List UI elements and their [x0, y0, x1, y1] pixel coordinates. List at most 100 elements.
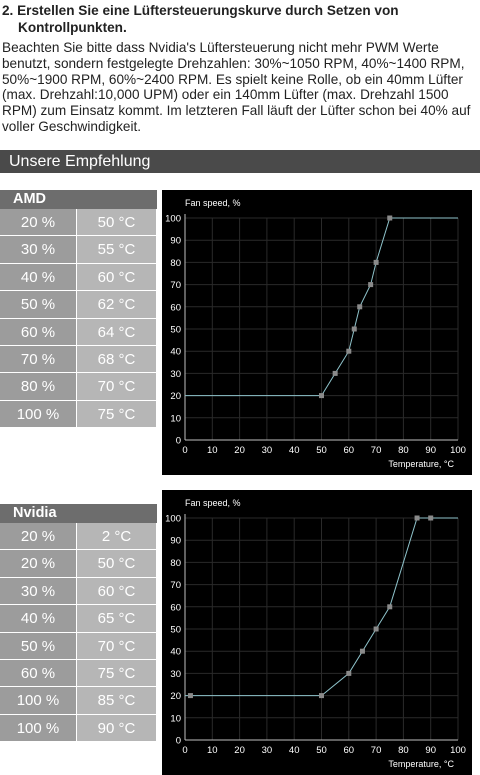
- table-row: 40 % 65 °C: [0, 605, 157, 633]
- table-header: AMD: [0, 190, 157, 209]
- fan-speed-cell: 60 %: [0, 659, 77, 688]
- temperature-cell: 55 °C: [77, 236, 157, 264]
- intro-paragraph: Beachten Sie bitte dass Nvidia's Lüfters…: [2, 40, 471, 134]
- y-tick-label: 80: [170, 258, 181, 269]
- y-axis-title: Fan speed, %: [185, 198, 241, 208]
- fan-curve-line: [185, 517, 458, 697]
- x-tick-label: 30: [262, 445, 273, 456]
- y-tick-label: 20: [170, 391, 181, 402]
- y-tick-label: 60: [170, 602, 181, 613]
- y-tick-label: 50: [170, 325, 181, 336]
- amd-fan-curve-chart: 0 10 20 30 40 50 60 70 80 90 100 0 10 20 30 40 50 60 70 80 9…: [162, 190, 472, 475]
- y-tick-label: 90: [170, 236, 181, 247]
- y-tick-label: 20: [170, 691, 181, 702]
- nvidia-table: Nvidia 20 % 2 °C 20 % 50 °C 30 % 60 °C 40 % 65 …: [0, 504, 157, 743]
- x-tick-label: 90: [425, 745, 436, 756]
- temperature-cell: 75 °C: [77, 400, 157, 429]
- control-point: [351, 326, 357, 332]
- y-tick-label: 40: [170, 347, 181, 358]
- control-point: [359, 648, 365, 654]
- x-tick-label: 90: [425, 445, 436, 456]
- temperature-cell: 64 °C: [77, 318, 157, 346]
- x-axis-title: Temperature, °C: [388, 459, 454, 469]
- control-point: [414, 515, 420, 521]
- fan-speed-cell: 30 %: [0, 236, 77, 264]
- control-point: [357, 304, 363, 310]
- x-tick-label: 80: [398, 745, 409, 756]
- control-point: [387, 604, 393, 610]
- fan-speed-cell: 20 %: [0, 550, 77, 578]
- table-row: 30 % 55 °C: [0, 236, 157, 264]
- x-tick-label: 60: [344, 745, 355, 756]
- temperature-cell: 85 °C: [77, 687, 157, 715]
- y-tick-label: 0: [176, 436, 181, 447]
- temperature-cell: 2 °C: [77, 523, 157, 551]
- x-tick-label: 40: [289, 445, 300, 456]
- table-body: 20 % 2 °C 20 % 50 °C 30 % 60 °C 40 % 65 °C 50 % 7…: [0, 523, 157, 743]
- table-row: 30 % 60 °C: [0, 577, 157, 606]
- y-tick-label: 0: [176, 736, 181, 747]
- fan-speed-cell: 100 %: [0, 400, 77, 429]
- x-axis-title: Temperature, °C: [388, 759, 454, 769]
- fan-speed-cell: 40 %: [0, 263, 77, 292]
- temperature-cell: 62 °C: [77, 291, 157, 319]
- x-tick-label: 10: [207, 745, 218, 756]
- table-body: 20 % 50 °C 30 % 55 °C 40 % 60 °C 50 % 62 °C 60 %…: [0, 209, 157, 429]
- section-header: Unsere Empfehlung: [0, 150, 480, 173]
- y-tick-label: 40: [170, 647, 181, 658]
- chart-svg: 0 10 20 30 40 50 60 70 80 90 100 0 10 20 30 40 50 60 70 80 9…: [165, 198, 466, 469]
- x-tick-label: 50: [316, 745, 327, 756]
- intro-block: 2. Erstellen Sie eine Lüftersteuerungsku…: [2, 2, 476, 135]
- fan-speed-cell: 80 %: [0, 373, 77, 401]
- table-row: 20 % 2 °C: [0, 523, 157, 551]
- y-tick-label: 30: [170, 369, 181, 380]
- y-tick-label: 80: [170, 558, 181, 569]
- x-tick-label: 80: [398, 445, 409, 456]
- section-title: Unsere Empfehlung: [9, 153, 151, 170]
- temperature-cell: 68 °C: [77, 345, 157, 374]
- step-title-line1: 2. Erstellen Sie eine Lüftersteuerungsku…: [2, 3, 399, 18]
- temperature-cell: 60 °C: [77, 577, 157, 606]
- amd-table: AMD 20 % 50 °C 30 % 55 °C 40 % 60 °C 50 % 62 °C…: [0, 190, 157, 429]
- x-tick-label: 40: [289, 745, 300, 756]
- x-tick-label: 70: [371, 745, 382, 756]
- fan-speed-cell: 60 %: [0, 318, 77, 346]
- fan-speed-cell: 100 %: [0, 714, 77, 743]
- control-point: [387, 215, 393, 221]
- temperature-cell: 75 °C: [77, 659, 157, 688]
- control-point: [428, 515, 434, 521]
- fan-speed-cell: 40 %: [0, 605, 77, 633]
- x-tick-label: 70: [371, 445, 382, 456]
- x-tick-label: 20: [234, 445, 245, 456]
- x-tick-label: 50: [316, 445, 327, 456]
- table-row: 70 % 68 °C: [0, 345, 157, 374]
- temperature-cell: 60 °C: [77, 263, 157, 292]
- fan-speed-cell: 30 %: [0, 577, 77, 606]
- control-point: [346, 348, 352, 354]
- y-tick-label: 100: [165, 514, 181, 525]
- temperature-cell: 65 °C: [77, 605, 157, 633]
- temperature-cell: 50 °C: [77, 550, 157, 578]
- chart-svg: 0 10 20 30 40 50 60 70 80 90 100 0 10 20 30 40 50 60 70 80 9…: [165, 498, 466, 769]
- table-row: 100 % 85 °C: [0, 687, 157, 715]
- fan-speed-cell: 50 %: [0, 291, 77, 319]
- x-tick-label: 100: [450, 745, 466, 756]
- x-tick-label: 30: [262, 745, 273, 756]
- temperature-cell: 90 °C: [77, 714, 157, 743]
- x-tick-label: 10: [207, 445, 218, 456]
- x-tick-label: 60: [344, 445, 355, 456]
- control-point: [346, 670, 352, 676]
- fan-speed-cell: 20 %: [0, 523, 77, 551]
- y-tick-label: 30: [170, 669, 181, 680]
- step-title: 2. Erstellen Sie eine Lüftersteuerungsku…: [2, 2, 476, 36]
- table-header: Nvidia: [0, 504, 157, 523]
- table-row: 60 % 75 °C: [0, 659, 157, 688]
- y-tick-label: 90: [170, 536, 181, 547]
- y-axis-title: Fan speed, %: [185, 498, 241, 508]
- y-tick-label: 70: [170, 280, 181, 291]
- x-tick-label: 20: [234, 745, 245, 756]
- table-row: 50 % 62 °C: [0, 291, 157, 319]
- table-row: 60 % 64 °C: [0, 318, 157, 346]
- table-row: 80 % 70 °C: [0, 373, 157, 401]
- fan-speed-cell: 100 %: [0, 687, 77, 715]
